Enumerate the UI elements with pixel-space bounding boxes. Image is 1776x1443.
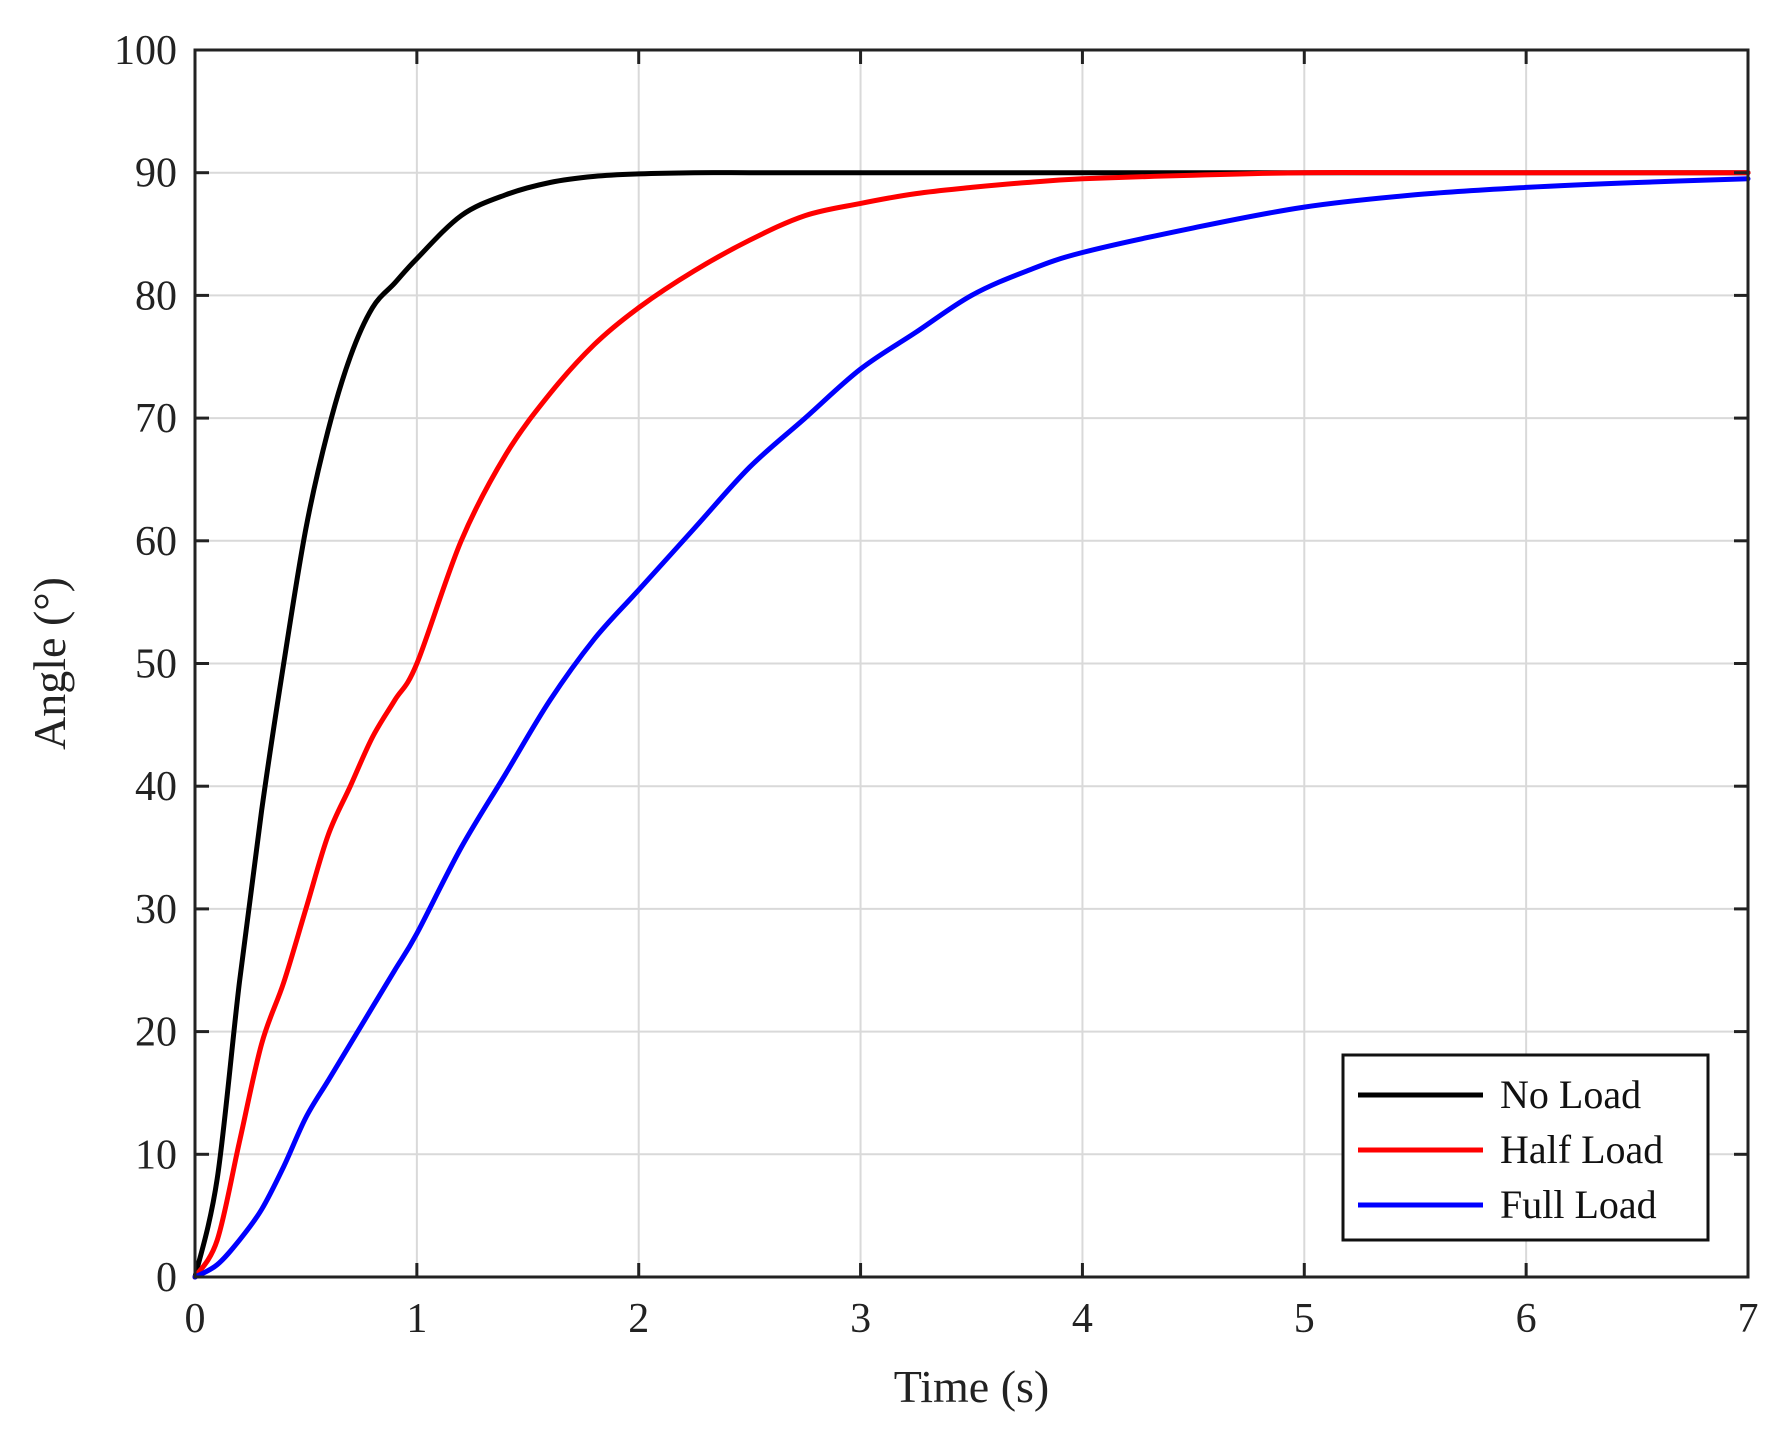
y-tick-label: 70 bbox=[135, 396, 177, 442]
x-tick-label: 5 bbox=[1294, 1296, 1315, 1342]
legend-label-full-load: Full Load bbox=[1500, 1182, 1657, 1227]
y-tick-label: 80 bbox=[135, 273, 177, 319]
series-lines bbox=[192, 170, 1751, 1280]
x-tick-label: 0 bbox=[185, 1296, 206, 1342]
y-tick-label: 100 bbox=[114, 28, 177, 74]
x-tick-label: 6 bbox=[1516, 1296, 1537, 1342]
series-line-half-load bbox=[192, 170, 1751, 1280]
x-tick-label: 3 bbox=[850, 1296, 871, 1342]
x-tick-label: 4 bbox=[1072, 1296, 1093, 1342]
y-axis-label: Angle (°) bbox=[24, 577, 75, 750]
y-tick-label: 20 bbox=[135, 1010, 177, 1056]
x-tick-label: 2 bbox=[628, 1296, 649, 1342]
y-tick-label: 0 bbox=[156, 1255, 177, 1301]
y-tick-label: 10 bbox=[135, 1132, 177, 1178]
legend-label-half-load: Half Load bbox=[1500, 1127, 1663, 1172]
y-tick-label: 50 bbox=[135, 642, 177, 688]
series-line-full-load bbox=[192, 176, 1751, 1280]
axis-ticks bbox=[193, 48, 1750, 1279]
y-tick-label: 30 bbox=[135, 887, 177, 933]
x-tick-label: 7 bbox=[1738, 1296, 1759, 1342]
x-tick-label: 1 bbox=[406, 1296, 427, 1342]
y-tick-label: 60 bbox=[135, 519, 177, 565]
legend-label-no-load: No Load bbox=[1500, 1072, 1641, 1117]
y-tick-label: 90 bbox=[135, 151, 177, 197]
x-axis-label: Time (s) bbox=[894, 1361, 1050, 1412]
y-tick-label: 40 bbox=[135, 764, 177, 810]
legend: No Load Half Load Full Load bbox=[1341, 1053, 1710, 1242]
